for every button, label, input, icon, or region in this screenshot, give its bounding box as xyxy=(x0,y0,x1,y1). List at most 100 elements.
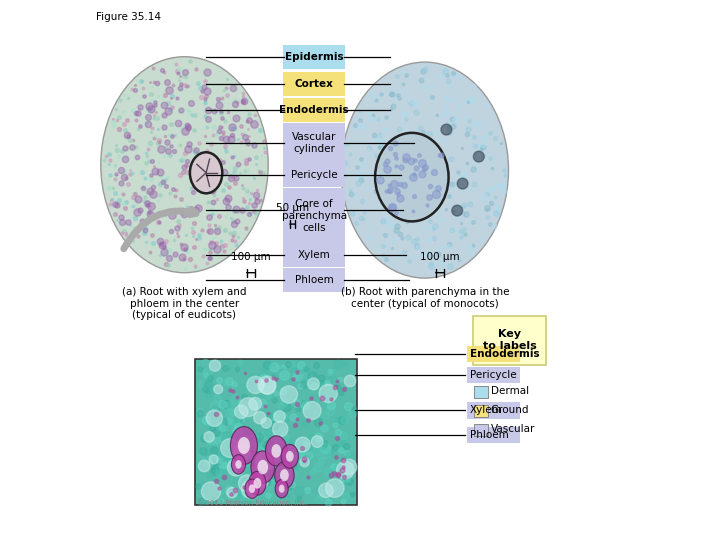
Circle shape xyxy=(233,446,245,457)
Circle shape xyxy=(441,124,452,135)
Text: Core of
parenchyma
cells: Core of parenchyma cells xyxy=(282,199,346,233)
Ellipse shape xyxy=(286,451,294,462)
Circle shape xyxy=(256,453,274,470)
Ellipse shape xyxy=(238,437,250,454)
Text: Figure 35.14: Figure 35.14 xyxy=(96,12,161,22)
Ellipse shape xyxy=(258,460,268,475)
Ellipse shape xyxy=(341,62,508,278)
FancyBboxPatch shape xyxy=(474,405,488,417)
Circle shape xyxy=(261,418,271,428)
FancyBboxPatch shape xyxy=(195,359,357,505)
Circle shape xyxy=(419,157,431,167)
Ellipse shape xyxy=(245,479,259,498)
Circle shape xyxy=(248,482,259,492)
Text: Xylem: Xylem xyxy=(470,406,503,415)
Text: Cortex: Cortex xyxy=(294,79,333,89)
FancyBboxPatch shape xyxy=(474,386,488,398)
Circle shape xyxy=(307,378,320,390)
Circle shape xyxy=(256,477,268,488)
Circle shape xyxy=(258,376,276,394)
Text: (b) Root with parenchyma in the
center (typical of monocots): (b) Root with parenchyma in the center (… xyxy=(341,287,509,309)
Ellipse shape xyxy=(190,152,222,193)
Ellipse shape xyxy=(230,427,258,464)
Circle shape xyxy=(247,376,264,394)
Circle shape xyxy=(311,436,323,448)
Ellipse shape xyxy=(249,484,255,493)
Circle shape xyxy=(303,402,321,420)
Text: 100 μm: 100 μm xyxy=(420,252,459,262)
Circle shape xyxy=(260,379,276,394)
Circle shape xyxy=(221,438,240,457)
Circle shape xyxy=(228,459,245,476)
FancyBboxPatch shape xyxy=(284,188,345,244)
Text: Epidermis: Epidermis xyxy=(285,52,343,62)
Circle shape xyxy=(274,411,285,422)
Ellipse shape xyxy=(279,484,284,493)
Circle shape xyxy=(199,460,210,472)
FancyBboxPatch shape xyxy=(467,402,521,418)
Ellipse shape xyxy=(275,480,288,498)
Ellipse shape xyxy=(251,451,275,483)
Text: Endodermis: Endodermis xyxy=(470,349,540,359)
Text: Xylem: Xylem xyxy=(298,250,330,260)
Ellipse shape xyxy=(282,444,299,468)
Circle shape xyxy=(239,398,258,417)
FancyBboxPatch shape xyxy=(284,72,345,96)
Ellipse shape xyxy=(274,462,294,489)
Circle shape xyxy=(227,488,238,498)
Ellipse shape xyxy=(235,460,242,469)
Circle shape xyxy=(202,482,220,501)
Circle shape xyxy=(325,479,344,497)
Circle shape xyxy=(474,151,484,162)
Circle shape xyxy=(206,410,222,427)
Circle shape xyxy=(256,475,267,486)
FancyBboxPatch shape xyxy=(284,123,345,163)
FancyBboxPatch shape xyxy=(467,367,521,383)
Text: Pericycle: Pericycle xyxy=(291,170,338,180)
Ellipse shape xyxy=(375,133,449,221)
Ellipse shape xyxy=(249,471,266,495)
Circle shape xyxy=(209,455,218,464)
Text: (a) Root with xylem and
phloem in the center
(typical of eudicots): (a) Root with xylem and phloem in the ce… xyxy=(122,287,247,320)
Circle shape xyxy=(457,178,468,189)
FancyBboxPatch shape xyxy=(284,243,345,267)
Circle shape xyxy=(210,360,220,371)
Text: Key
to labels: Key to labels xyxy=(483,329,536,351)
Text: Dermal: Dermal xyxy=(491,387,528,396)
Ellipse shape xyxy=(280,469,289,481)
FancyBboxPatch shape xyxy=(284,45,345,69)
Circle shape xyxy=(319,483,333,497)
FancyBboxPatch shape xyxy=(467,427,521,443)
Circle shape xyxy=(204,431,215,442)
Text: Ground: Ground xyxy=(491,406,529,415)
Circle shape xyxy=(452,205,463,216)
Circle shape xyxy=(344,375,356,387)
Circle shape xyxy=(431,167,441,178)
Circle shape xyxy=(392,140,403,151)
Text: © 2011 Pearson Education, Inc.: © 2011 Pearson Education, Inc. xyxy=(197,500,307,506)
Circle shape xyxy=(409,194,419,205)
FancyBboxPatch shape xyxy=(284,268,345,292)
FancyBboxPatch shape xyxy=(467,346,521,362)
Circle shape xyxy=(341,459,357,475)
Text: Endodermis: Endodermis xyxy=(279,105,349,114)
Circle shape xyxy=(319,384,337,402)
Circle shape xyxy=(295,437,310,452)
Ellipse shape xyxy=(101,57,268,273)
Circle shape xyxy=(235,405,248,418)
Circle shape xyxy=(336,461,354,479)
Circle shape xyxy=(249,397,261,410)
FancyBboxPatch shape xyxy=(284,163,345,187)
FancyBboxPatch shape xyxy=(474,424,488,436)
Text: Vascular
cylinder: Vascular cylinder xyxy=(292,132,336,154)
Circle shape xyxy=(241,480,260,498)
FancyBboxPatch shape xyxy=(284,98,345,122)
Ellipse shape xyxy=(266,436,287,466)
Ellipse shape xyxy=(271,444,281,458)
Circle shape xyxy=(235,444,250,459)
Circle shape xyxy=(253,411,266,424)
Circle shape xyxy=(280,386,297,403)
Text: Phloem: Phloem xyxy=(294,275,333,285)
Circle shape xyxy=(272,421,288,437)
Circle shape xyxy=(300,457,309,467)
